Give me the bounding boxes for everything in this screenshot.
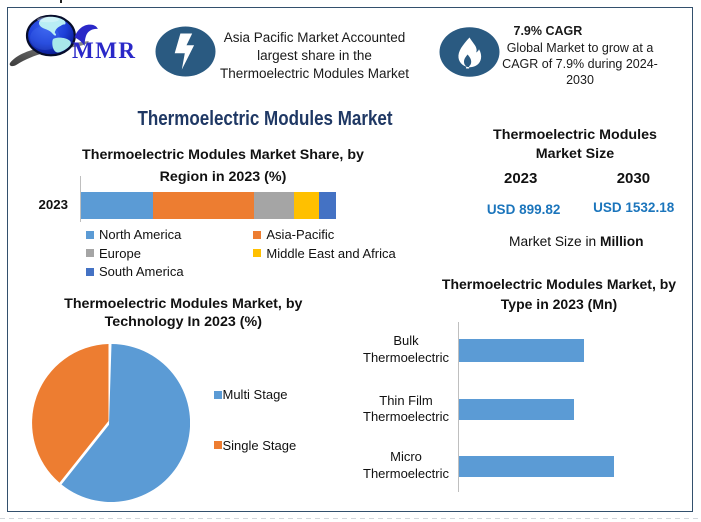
svg-text:MMR: MMR bbox=[72, 38, 137, 63]
